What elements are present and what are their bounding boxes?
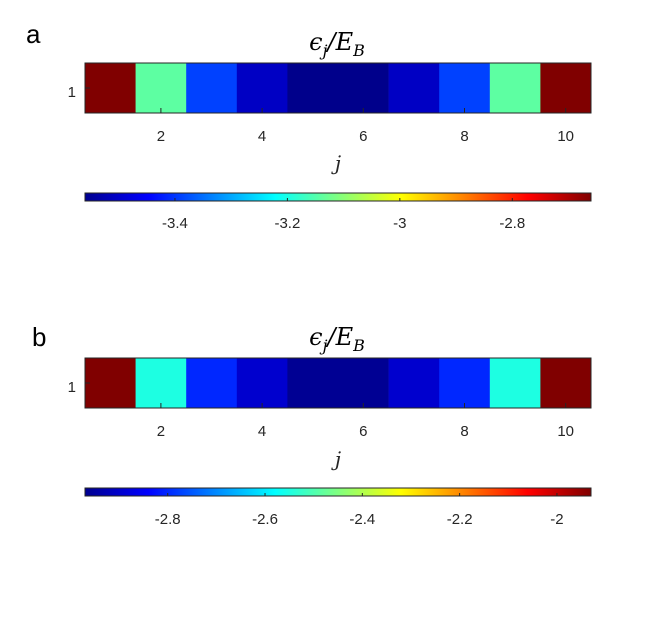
heatmap-cell: [338, 358, 389, 408]
x-tick-label: 2: [157, 128, 165, 145]
colorbar-a: [85, 193, 591, 201]
heatmap-cell: [540, 63, 592, 113]
colorbar-b: [85, 488, 591, 496]
colorbar-tick-label: -2.4: [349, 511, 375, 528]
y-tick-label-b: 1: [68, 379, 76, 396]
x-axis-ticks-b: 2 4 6 8 10: [157, 403, 574, 440]
x-tick-label: 2: [157, 423, 165, 440]
panel-label-a: a: [26, 19, 41, 49]
heatmap-cells-b: [85, 358, 592, 408]
colorbar-tick-label: -2.6: [252, 511, 278, 528]
heatmap-cell: [135, 63, 187, 113]
heatmap-cell: [236, 358, 288, 408]
x-tick-label: 8: [460, 128, 468, 145]
heatmap-cell: [439, 358, 491, 408]
heatmap-cell: [540, 358, 592, 408]
heatmap-cell: [186, 63, 238, 113]
colorbar-tick-label: -2: [550, 511, 563, 528]
x-tick-label: 6: [359, 423, 367, 440]
heatmap-cell: [388, 63, 440, 113]
chart-title-b: ϵj/EB: [309, 323, 365, 355]
panel-label-b: b: [32, 322, 46, 352]
heatmap-cell: [186, 358, 238, 408]
x-tick-label: 4: [258, 423, 266, 440]
heatmap-cell: [489, 358, 541, 408]
colorbar-frame-a: [84, 192, 592, 202]
heatmap-cell: [85, 358, 136, 408]
heatmap-cell: [338, 63, 389, 113]
y-tick-label-a: 1: [68, 84, 76, 101]
heatmap-cells-a: [85, 63, 592, 113]
heatmap-cell: [439, 63, 491, 113]
heatmap-cell: [287, 63, 339, 113]
x-tick-label: 8: [460, 423, 468, 440]
x-tick-label: 6: [359, 128, 367, 145]
colorbar-tick-label: -2.8: [155, 511, 181, 528]
x-tick-label: 10: [557, 128, 574, 145]
chart-title-a: ϵj/EB: [309, 28, 365, 60]
colorbar-ticks-a: -3.4 -3.2 -3 -2.8: [162, 198, 525, 232]
colorbar-tick-label: -3.4: [162, 215, 188, 232]
colorbar-tick-label: -3: [393, 215, 406, 232]
colorbar-frame-b: [84, 487, 592, 497]
colorbar-tick-label: -2.8: [499, 215, 525, 232]
x-axis-label-b: j: [331, 447, 341, 471]
x-tick-label: 10: [557, 423, 574, 440]
colorbar-ticks-b: -2.8 -2.6 -2.4 -2.2 -2: [155, 493, 564, 528]
heatmap-cell: [489, 63, 541, 113]
heatmap-cell: [85, 63, 136, 113]
heatmap-cell: [287, 358, 339, 408]
colorbar-tick-label: -3.2: [274, 215, 300, 232]
heatmap-cell: [135, 358, 187, 408]
x-tick-label: 4: [258, 128, 266, 145]
colorbar-tick-label: -2.2: [447, 511, 473, 528]
heatmap-cell: [236, 63, 288, 113]
panel-a: a ϵj/EB 2 4 6 8 10 1 j -3.4 -3.2 -3 -2.8: [26, 19, 592, 232]
heatmap-cell: [388, 358, 440, 408]
panel-b: b ϵj/EB 2 4 6 8 10 1 j -2.8 -2.6 -2.4 -2.2 -2: [32, 322, 592, 528]
x-axis-label-a: j: [331, 151, 341, 175]
x-axis-ticks-a: 2 4 6 8 10: [157, 108, 574, 145]
